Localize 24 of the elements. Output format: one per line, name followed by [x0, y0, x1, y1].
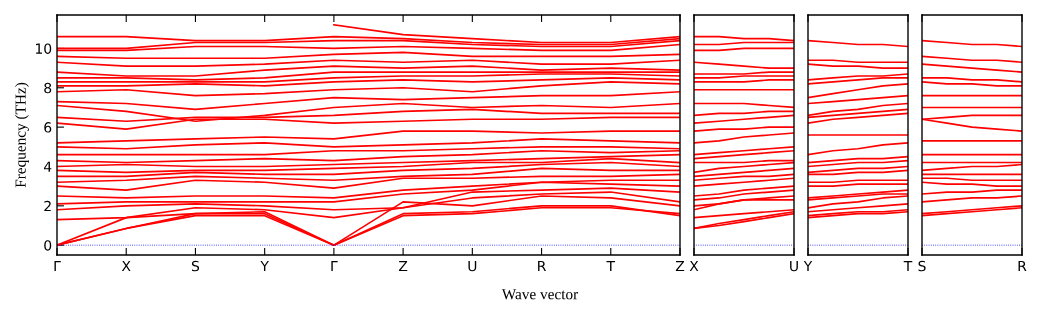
x-tick-label: R [538, 260, 546, 272]
x-tick-label: X [689, 260, 699, 272]
x-tick-label: S [191, 260, 200, 272]
x-tick-label: T [903, 260, 913, 272]
x-tick-label: Γ [331, 260, 338, 272]
x-tick-label: Z [398, 260, 408, 272]
x-tick-label: U [790, 260, 798, 272]
x-tick-label: R [1018, 260, 1027, 272]
y-tick-label: 2 [44, 200, 51, 212]
x-tick-label: Y [260, 260, 269, 272]
y-tick-label: 4 [43, 161, 52, 172]
x-tick-label: Z [675, 260, 685, 272]
y-tick-label: 8 [44, 82, 52, 94]
x-tick-label: U [468, 260, 477, 272]
x-axis-title: Wave vector [501, 289, 579, 300]
x-tick-label: Y [803, 260, 813, 272]
x-tick-label: T [606, 260, 616, 272]
x-tick-label: Γ [54, 260, 61, 272]
x-tick-label: X [121, 260, 131, 272]
y-tick-label: 10 [35, 43, 52, 54]
x-tick-label: S [918, 260, 926, 272]
y-tick-label: 0 [44, 240, 52, 251]
y-tick-label: 6 [44, 122, 52, 133]
y-axis-title: Frequency (THz) [15, 82, 29, 188]
